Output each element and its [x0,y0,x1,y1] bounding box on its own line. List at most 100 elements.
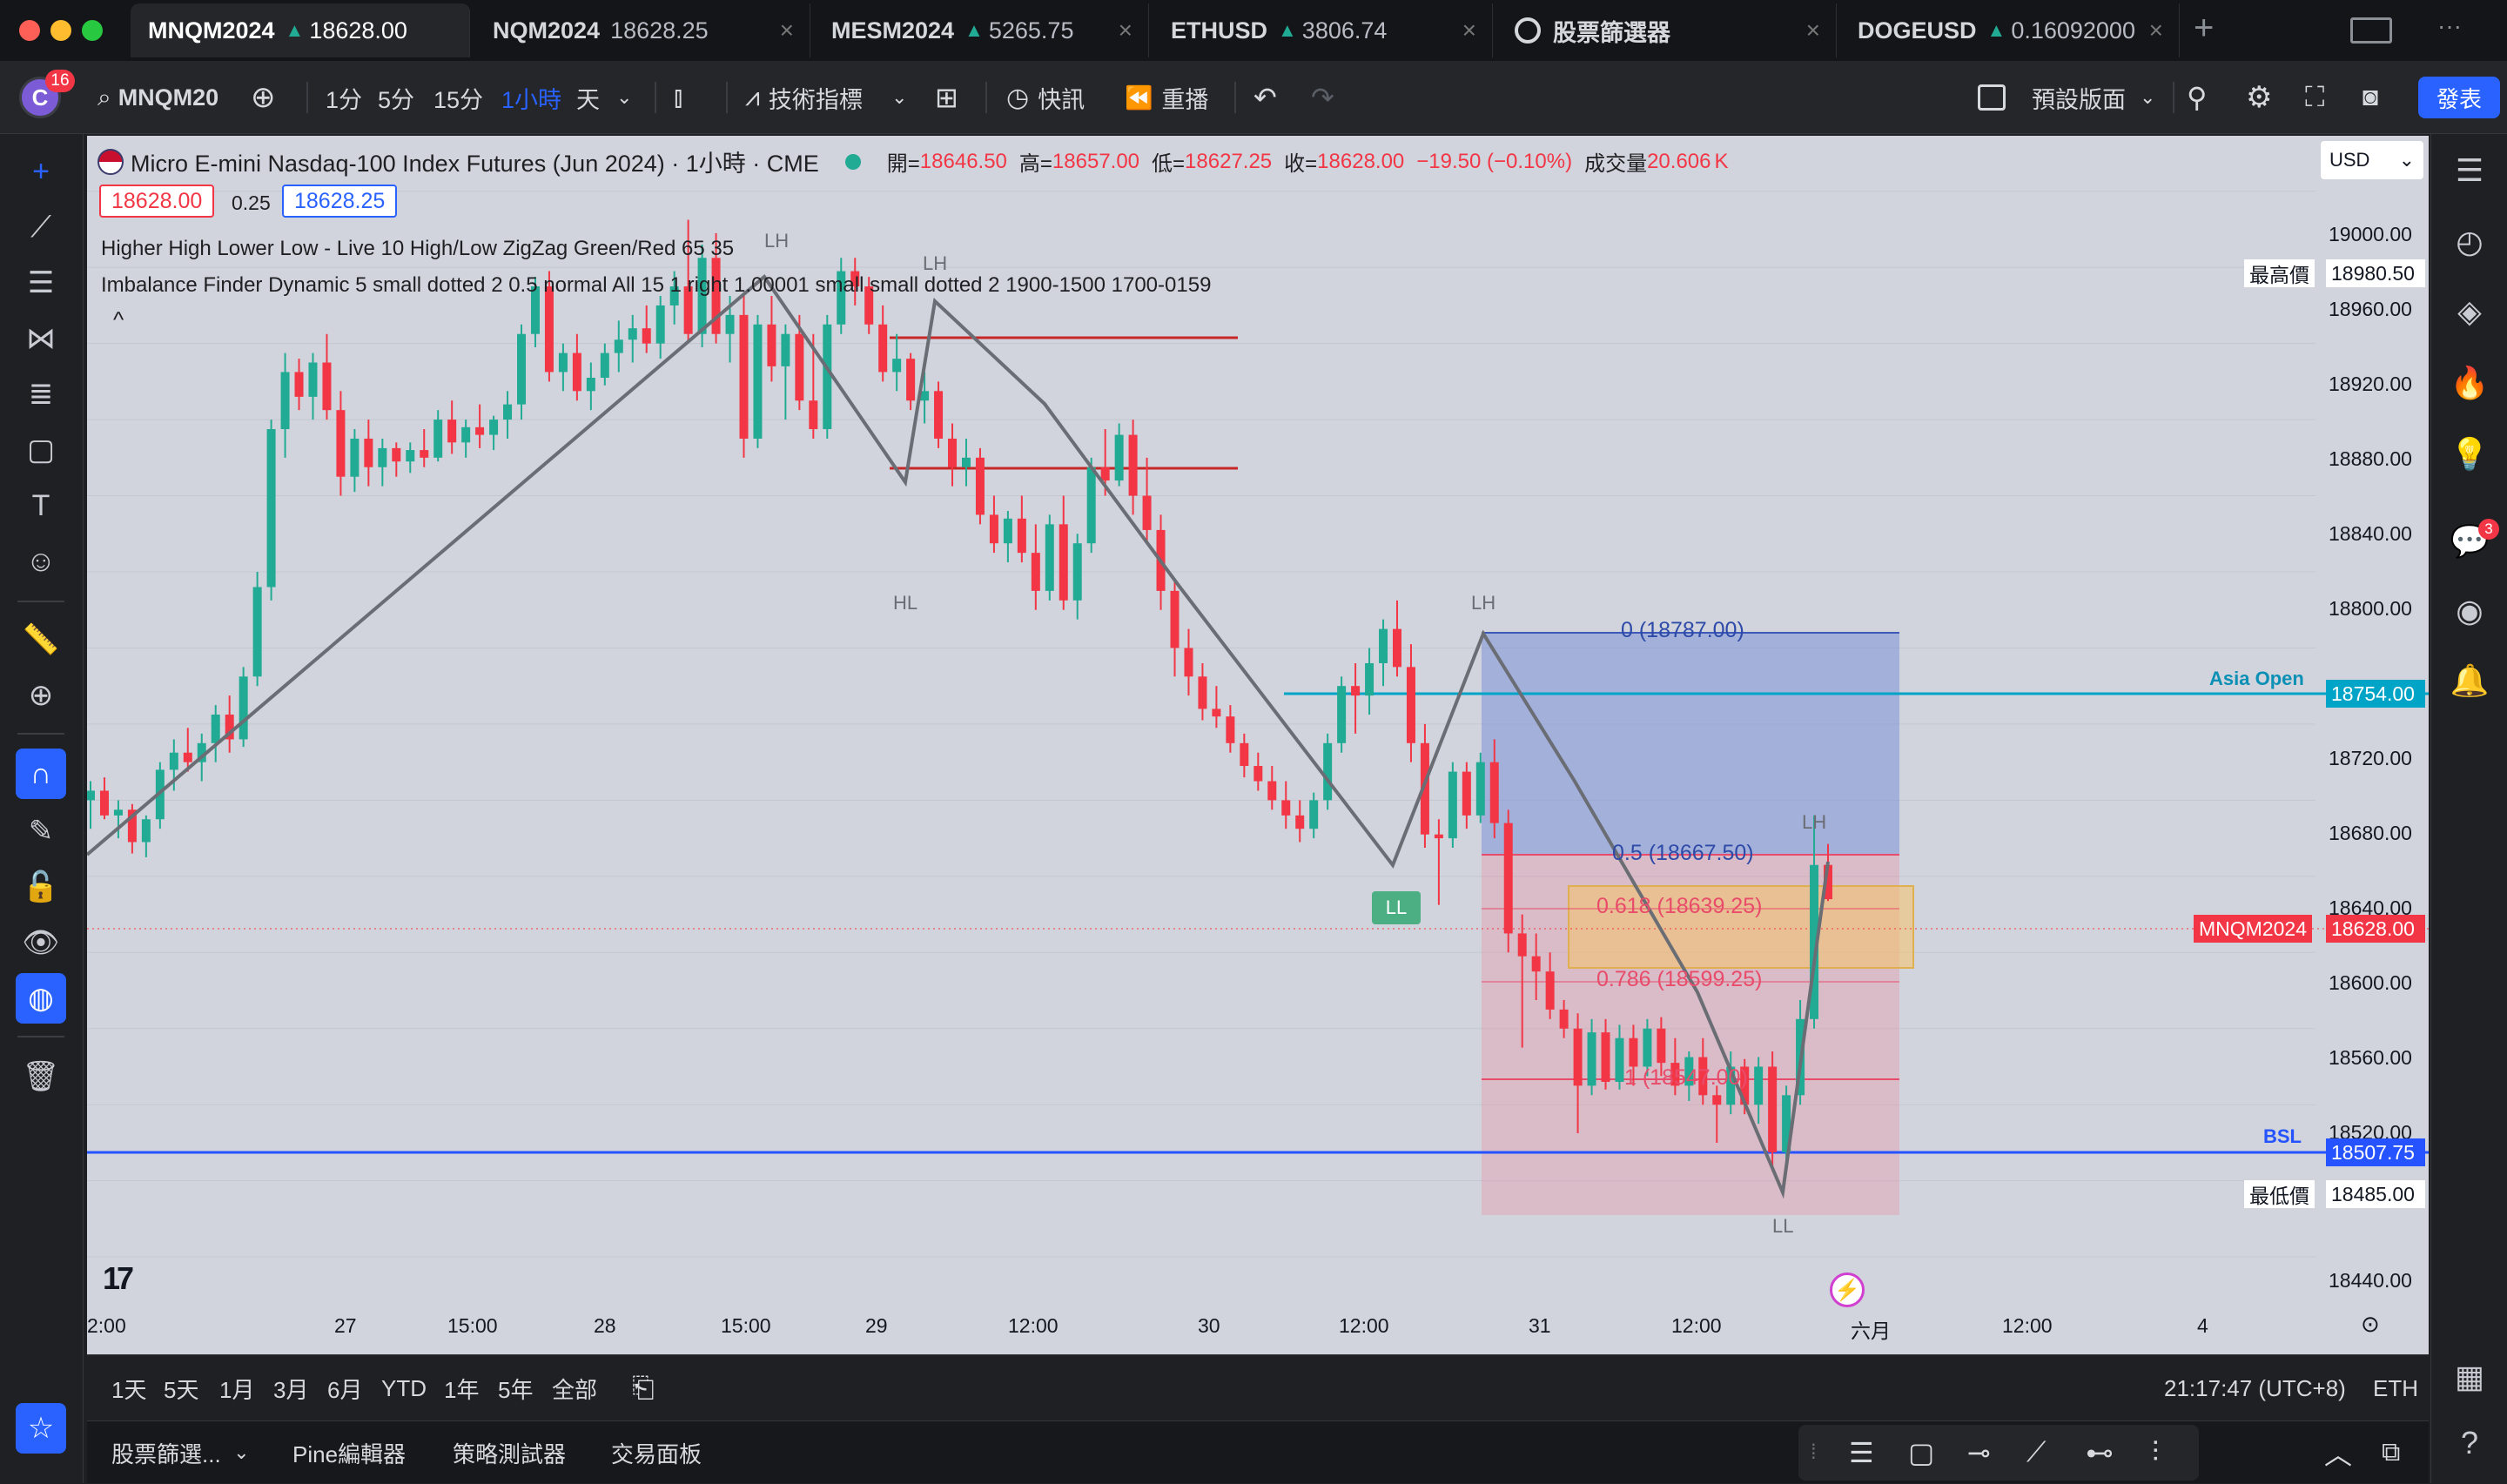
tab-close-icon[interactable]: × [779,17,794,44]
layout-button[interactable]: 預設版面 ⌄ [1978,61,2155,134]
candle-body[interactable] [308,362,318,397]
interval-1d[interactable]: 天 [576,86,600,113]
candle-body[interactable] [711,258,721,334]
notification-bell-icon[interactable]: 🔔 [2450,662,2490,698]
tab-close-icon[interactable]: × [1118,17,1133,44]
candle-body[interactable] [1323,742,1333,801]
candle-body[interactable] [586,378,595,392]
candle-body[interactable] [1240,742,1249,767]
panel-collapse-chevron-icon[interactable]: ︿ [2324,1439,2353,1470]
candle-body[interactable] [1017,518,1026,554]
candle-body[interactable] [1392,628,1401,668]
candle-body[interactable] [1726,1066,1736,1105]
currency-select[interactable]: USD ⌄ [2321,141,2423,179]
tab-close-icon[interactable]: × [2141,17,2163,44]
more-options-icon[interactable]: ··· [2437,12,2462,39]
candle-body[interactable] [1072,543,1082,601]
range-1y[interactable]: 1年 [444,1376,480,1403]
candle-body[interactable] [767,324,776,366]
lightning-icon[interactable]: ⚡ [1830,1272,1865,1307]
fullscreen-icon[interactable]: ⛶ [2305,81,2325,112]
candle-body[interactable] [280,372,290,430]
candle-body[interactable] [378,447,387,467]
candle-body[interactable] [1226,716,1235,743]
undo-icon[interactable]: ↶ [1254,82,1277,113]
candle-body[interactable] [725,314,735,334]
clock-time[interactable]: 21:17:47 (UTC+8) [2164,1374,2346,1401]
tab-mesm2024[interactable]: MESM2024 ▲ 5265.75 × [814,3,1149,57]
candle-body[interactable] [1267,781,1277,801]
candle-body[interactable] [225,715,234,740]
candle-body[interactable] [1643,1028,1652,1067]
candle-body[interactable] [628,328,637,340]
candle-body[interactable] [1684,1057,1694,1086]
candle-body[interactable] [975,457,985,515]
interval-1h[interactable]: 1小時 [501,86,562,113]
candle-body[interactable] [600,353,609,378]
candle-body[interactable] [530,286,540,334]
tab-ethusd[interactable]: ETHUSD ▲ 3806.74 × [1153,3,1493,57]
candle-body[interactable] [1448,771,1457,839]
tab-strategy-tester[interactable]: 策略測試器 [453,1440,567,1467]
candle-body[interactable] [406,450,415,462]
candle-body[interactable] [183,752,192,762]
date-range-calendar-icon[interactable]: ⎗ [632,1372,655,1403]
candle-body[interactable] [948,438,958,467]
candle-body[interactable] [1365,662,1374,696]
layout-window-icon[interactable] [2350,17,2392,44]
candle-body[interactable] [336,410,346,477]
horizontal-lines-icon[interactable]: ☰ [27,266,55,299]
candle-body[interactable] [739,314,749,439]
window-minimize-button[interactable] [50,20,71,41]
indicator-imbalance-label[interactable]: Imbalance Finder Dynamic 5 small dotted … [101,273,1212,297]
candle-body[interactable] [99,790,109,816]
candle-body[interactable] [1587,1032,1596,1086]
candle-body[interactable] [1559,1009,1569,1029]
candle-body[interactable] [1281,800,1291,816]
trash-icon[interactable]: 🗑 [22,1060,60,1093]
candle-body[interactable] [1295,815,1305,829]
candle-body[interactable] [1337,686,1347,743]
indicators-dropdown-chevron-icon[interactable]: ⌄ [891,86,908,108]
candle-body[interactable] [1086,467,1096,544]
float-vline-icon[interactable]: ⫶ [2152,1436,2160,1467]
candle-body[interactable] [864,286,874,325]
settings-gear-icon[interactable]: ⚙ [2246,81,2273,114]
candle-body[interactable] [1170,590,1180,648]
candle-body[interactable] [350,438,360,477]
candle-body[interactable] [447,420,457,443]
candle-body[interactable] [1059,524,1068,601]
candle-body[interactable] [781,333,790,366]
tab-trading-panel[interactable]: 交易面板 [611,1440,702,1467]
fib-tool-icon[interactable]: ≣ [28,378,54,411]
lock-icon[interactable]: 🔓 [22,870,60,903]
candle-body[interactable] [294,372,304,397]
range-5y[interactable]: 5年 [498,1376,534,1403]
candle-body[interactable] [434,420,443,458]
watchlist-icon[interactable]: ☰ [2455,152,2484,188]
candle-body[interactable] [1351,686,1361,696]
candle-body[interactable] [1545,971,1555,1010]
candle-body[interactable] [461,426,471,443]
candle-body[interactable] [572,353,581,392]
candle-body[interactable] [795,333,804,401]
float-hline-icon[interactable]: ⊸ [1967,1437,1991,1468]
layers-icon[interactable]: ◈ [2457,293,2482,329]
tab-nqm2024[interactable]: NQM2024 18628.25 × [475,3,810,57]
new-tab-button[interactable]: + [2194,9,2215,47]
candle-body[interactable] [850,271,860,287]
hotlist-fire-icon[interactable]: 🔥 [2450,365,2490,400]
candle-body[interactable] [1003,518,1012,544]
candle-body[interactable] [1670,1063,1680,1086]
price-chart-svg[interactable] [87,136,2429,1354]
legend-collapse-icon[interactable]: ^ [113,306,124,332]
candle-body[interactable] [1212,708,1221,717]
candle-body[interactable] [1824,864,1832,900]
float-lines-icon[interactable]: ☰ [1849,1437,1874,1468]
screenshot-camera-icon[interactable]: ◙ [2362,83,2379,111]
candle-body[interactable] [920,391,930,401]
floating-draw-toolbar[interactable] [1798,1425,2199,1481]
fib-golden-zone[interactable] [1568,885,1914,969]
range-all[interactable]: 全部 [552,1376,598,1403]
candle-body[interactable] [878,324,888,373]
